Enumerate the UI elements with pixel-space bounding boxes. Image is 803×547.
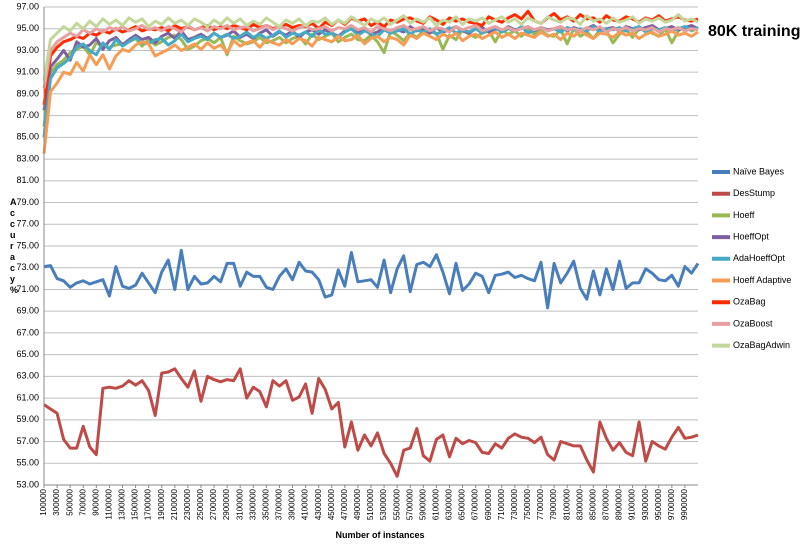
x-tick-label: 2900000 bbox=[222, 488, 231, 520]
y-tick-label: 63.00 bbox=[16, 371, 39, 381]
x-tick-label: 300000 bbox=[52, 488, 61, 515]
x-tick-label: 2700000 bbox=[209, 488, 218, 520]
series-line-ozabagadwin bbox=[42, 13, 699, 82]
x-tick-label: 3100000 bbox=[235, 488, 244, 520]
x-tick-label: 3900000 bbox=[288, 488, 297, 520]
y-axis-tick-labels: 53.00 55.00 57.00 59.00 61.00 63.00 65.00 67.00… bbox=[16, 1, 39, 489]
x-tick-label: 6900000 bbox=[484, 488, 493, 520]
y-tick-label: 83.00 bbox=[16, 153, 39, 163]
y-tick-label: 69.00 bbox=[16, 306, 39, 316]
y-tick-label: 65.00 bbox=[16, 349, 39, 359]
x-tick-label: 8500000 bbox=[588, 488, 597, 520]
x-tick-label: 7900000 bbox=[549, 488, 558, 520]
y-tick-label: 95.00 bbox=[16, 23, 39, 33]
x-tick-label: 2100000 bbox=[170, 488, 179, 520]
x-tick-label: 7100000 bbox=[497, 488, 506, 520]
y-tick-label: 67.00 bbox=[16, 327, 39, 337]
legend-label-na-ve-bayes: Naïve Bayes bbox=[733, 166, 785, 176]
y-tick-label: 57.00 bbox=[16, 436, 39, 446]
legend-label-desstump: DesStump bbox=[733, 188, 775, 198]
x-tick-label: 5100000 bbox=[366, 488, 375, 520]
x-tick-label: 9100000 bbox=[628, 488, 637, 520]
x-tick-label: 8100000 bbox=[562, 488, 571, 520]
x-tick-label: 1700000 bbox=[144, 488, 153, 520]
x-tick-label: 900000 bbox=[91, 488, 100, 515]
y-tick-label: 61.00 bbox=[16, 392, 39, 402]
series-line-ozaboost bbox=[42, 24, 699, 89]
x-tick-label: 3500000 bbox=[261, 488, 270, 520]
y-tick-label: 85.00 bbox=[16, 132, 39, 142]
y-tick-label: 91.00 bbox=[16, 67, 39, 77]
y-tick-label: 87.00 bbox=[16, 110, 39, 120]
x-tick-label: 1900000 bbox=[157, 488, 166, 520]
series-line-hoeff-adaptive bbox=[42, 29, 699, 154]
x-tick-label: 7300000 bbox=[510, 488, 519, 520]
x-tick-label: 1300000 bbox=[118, 488, 127, 520]
x-tick-label: 4300000 bbox=[314, 488, 323, 520]
x-tick-label: 6100000 bbox=[432, 488, 441, 520]
x-tick-label: 2300000 bbox=[183, 488, 192, 520]
y-tick-label: 75.00 bbox=[16, 240, 39, 250]
x-tick-label: 1100000 bbox=[105, 488, 114, 519]
y-tick-label: 89.00 bbox=[16, 88, 39, 98]
series-line-desstump bbox=[43, 367, 699, 478]
chart-legend: Naïve Bayes DesStump Hoeff HoeffOpt AdaHoeff… bbox=[712, 166, 791, 350]
x-tick-label: 9500000 bbox=[654, 488, 663, 520]
y-tick-label: 81.00 bbox=[16, 175, 39, 185]
x-tick-label: 4100000 bbox=[301, 488, 310, 520]
legend-label-hoeff: Hoeff bbox=[733, 210, 755, 220]
x-tick-label: 9700000 bbox=[667, 488, 676, 520]
legend-label-hoeffopt: HoeffOpt bbox=[733, 231, 769, 241]
legend-label-hoeff-adaptive: Hoeff Adaptive bbox=[733, 275, 791, 285]
x-tick-label: 500000 bbox=[65, 488, 74, 515]
chart-title: 80K training bbox=[708, 23, 800, 40]
x-tick-label: 4900000 bbox=[353, 488, 362, 520]
x-tick-label: 5500000 bbox=[392, 488, 401, 520]
x-tick-label: 7500000 bbox=[523, 488, 532, 520]
x-tick-label: 3300000 bbox=[248, 488, 257, 520]
x-tick-label: 9900000 bbox=[680, 488, 689, 520]
x-tick-label: 4700000 bbox=[340, 488, 349, 520]
y-tick-label: 53.00 bbox=[16, 479, 39, 489]
y-tick-label: 73.00 bbox=[16, 262, 39, 272]
x-axis-tick-labels: 100000 300000 500000 700000 900000 1100000 130… bbox=[39, 488, 689, 520]
x-tick-label: 7700000 bbox=[536, 488, 545, 520]
y-tick-label: 55.00 bbox=[16, 458, 39, 468]
x-tick-label: 8900000 bbox=[615, 488, 624, 520]
x-tick-label: 5300000 bbox=[379, 488, 388, 520]
legend-label-adahoeffopt: AdaHoeffOpt bbox=[733, 253, 785, 263]
series-line-na-ve-bayes bbox=[43, 248, 700, 310]
y-tick-label: 77.00 bbox=[16, 219, 39, 229]
series-lines bbox=[42, 9, 700, 478]
y-tick-label: 97.00 bbox=[16, 1, 39, 11]
x-axis-label: Number of instances bbox=[335, 530, 424, 540]
legend-label-ozaboost: OzaBoost bbox=[733, 318, 773, 328]
x-tick-label: 3700000 bbox=[275, 488, 284, 520]
x-tick-label: 9300000 bbox=[641, 488, 650, 520]
x-tick-label: 6300000 bbox=[445, 488, 454, 520]
x-tick-label: 100000 bbox=[39, 488, 48, 515]
x-tick-label: 2500000 bbox=[196, 488, 205, 520]
x-tick-label: 4500000 bbox=[327, 488, 336, 520]
y-tick-label: 59.00 bbox=[16, 414, 39, 424]
x-tick-label: 700000 bbox=[78, 488, 87, 515]
x-tick-label: 5700000 bbox=[405, 488, 414, 520]
x-tick-label: 6500000 bbox=[458, 488, 467, 520]
chart-gridlines bbox=[43, 6, 698, 488]
x-tick-label: 6700000 bbox=[471, 488, 480, 520]
y-tick-label: 93.00 bbox=[16, 45, 39, 55]
x-tick-label: 5900000 bbox=[418, 488, 427, 520]
x-tick-label: 1500000 bbox=[131, 488, 140, 520]
x-tick-label: 8700000 bbox=[602, 488, 611, 520]
legend-label-ozabag: OzaBag bbox=[733, 297, 766, 307]
y-tick-label: 71.00 bbox=[16, 284, 39, 294]
x-tick-label: 8300000 bbox=[575, 488, 584, 520]
y-tick-label: 79.00 bbox=[16, 197, 39, 207]
legend-label-ozabagadwin: OzaBagAdwin bbox=[733, 340, 790, 350]
